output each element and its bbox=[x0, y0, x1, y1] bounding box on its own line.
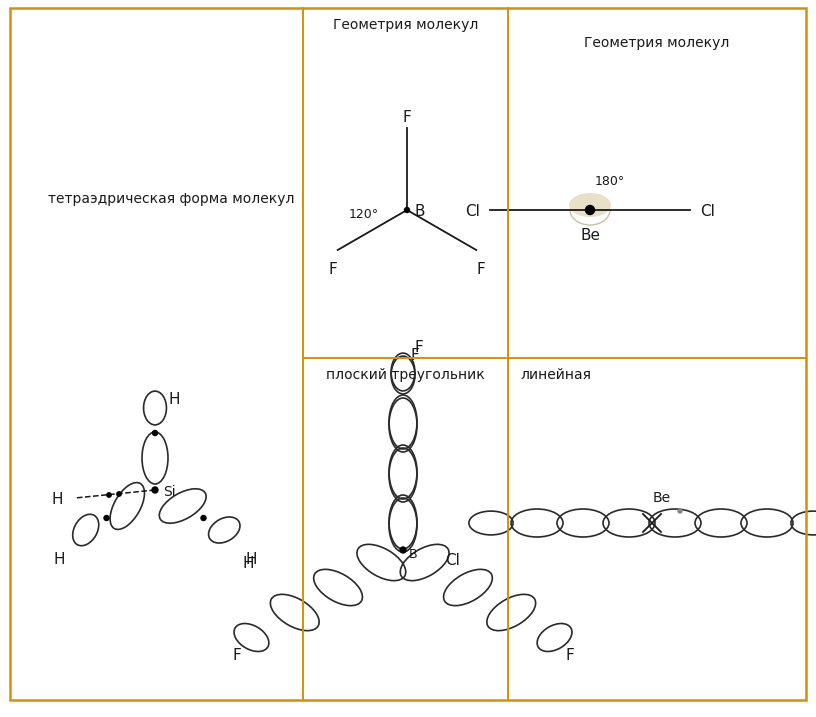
Text: Be: Be bbox=[580, 228, 600, 243]
Text: B: B bbox=[409, 548, 418, 561]
Circle shape bbox=[117, 492, 122, 496]
Text: 120°: 120° bbox=[349, 207, 379, 221]
Text: Cl: Cl bbox=[700, 204, 715, 219]
Circle shape bbox=[201, 516, 206, 521]
Text: Cl: Cl bbox=[446, 553, 460, 568]
Text: Be: Be bbox=[653, 491, 671, 505]
Text: Геометрия молекул: Геометрия молекул bbox=[584, 36, 730, 50]
Text: F: F bbox=[565, 648, 574, 663]
Text: H: H bbox=[245, 553, 257, 567]
Text: F: F bbox=[402, 110, 411, 125]
Text: F: F bbox=[410, 348, 419, 363]
Text: Si: Si bbox=[163, 485, 175, 499]
Circle shape bbox=[400, 547, 406, 553]
Circle shape bbox=[152, 487, 158, 493]
Text: линейная: линейная bbox=[520, 368, 591, 382]
Text: H: H bbox=[169, 392, 180, 407]
Text: B: B bbox=[414, 204, 424, 219]
Text: Cl: Cl bbox=[465, 204, 480, 219]
Text: H: H bbox=[242, 556, 254, 571]
Text: F: F bbox=[477, 262, 486, 277]
Text: H: H bbox=[53, 553, 64, 567]
Circle shape bbox=[104, 516, 109, 521]
Text: тетраэдрическая форма молекул: тетраэдрическая форма молекул bbox=[48, 192, 295, 206]
Text: H: H bbox=[51, 493, 63, 508]
Text: F: F bbox=[415, 340, 424, 354]
Circle shape bbox=[107, 493, 111, 497]
Circle shape bbox=[405, 207, 410, 212]
Text: 180°: 180° bbox=[595, 175, 625, 188]
Circle shape bbox=[678, 509, 682, 513]
Ellipse shape bbox=[569, 193, 611, 217]
Circle shape bbox=[153, 430, 157, 435]
Text: F: F bbox=[232, 648, 241, 663]
Text: Геометрия молекул: Геометрия молекул bbox=[333, 18, 478, 32]
Text: плоский треугольник: плоский треугольник bbox=[326, 368, 485, 382]
Text: F: F bbox=[328, 262, 337, 277]
Circle shape bbox=[586, 206, 595, 214]
